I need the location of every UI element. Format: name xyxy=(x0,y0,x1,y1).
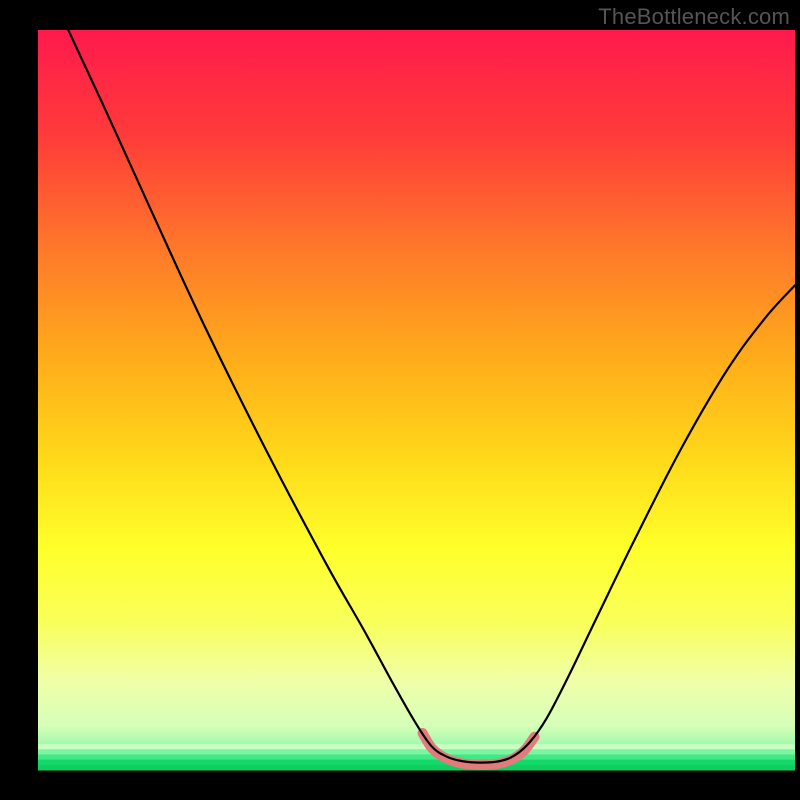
bottleneck-chart xyxy=(0,0,800,800)
chart-background-gradient xyxy=(38,30,795,770)
green-band xyxy=(38,744,795,770)
watermark-text: TheBottleneck.com xyxy=(598,4,790,30)
